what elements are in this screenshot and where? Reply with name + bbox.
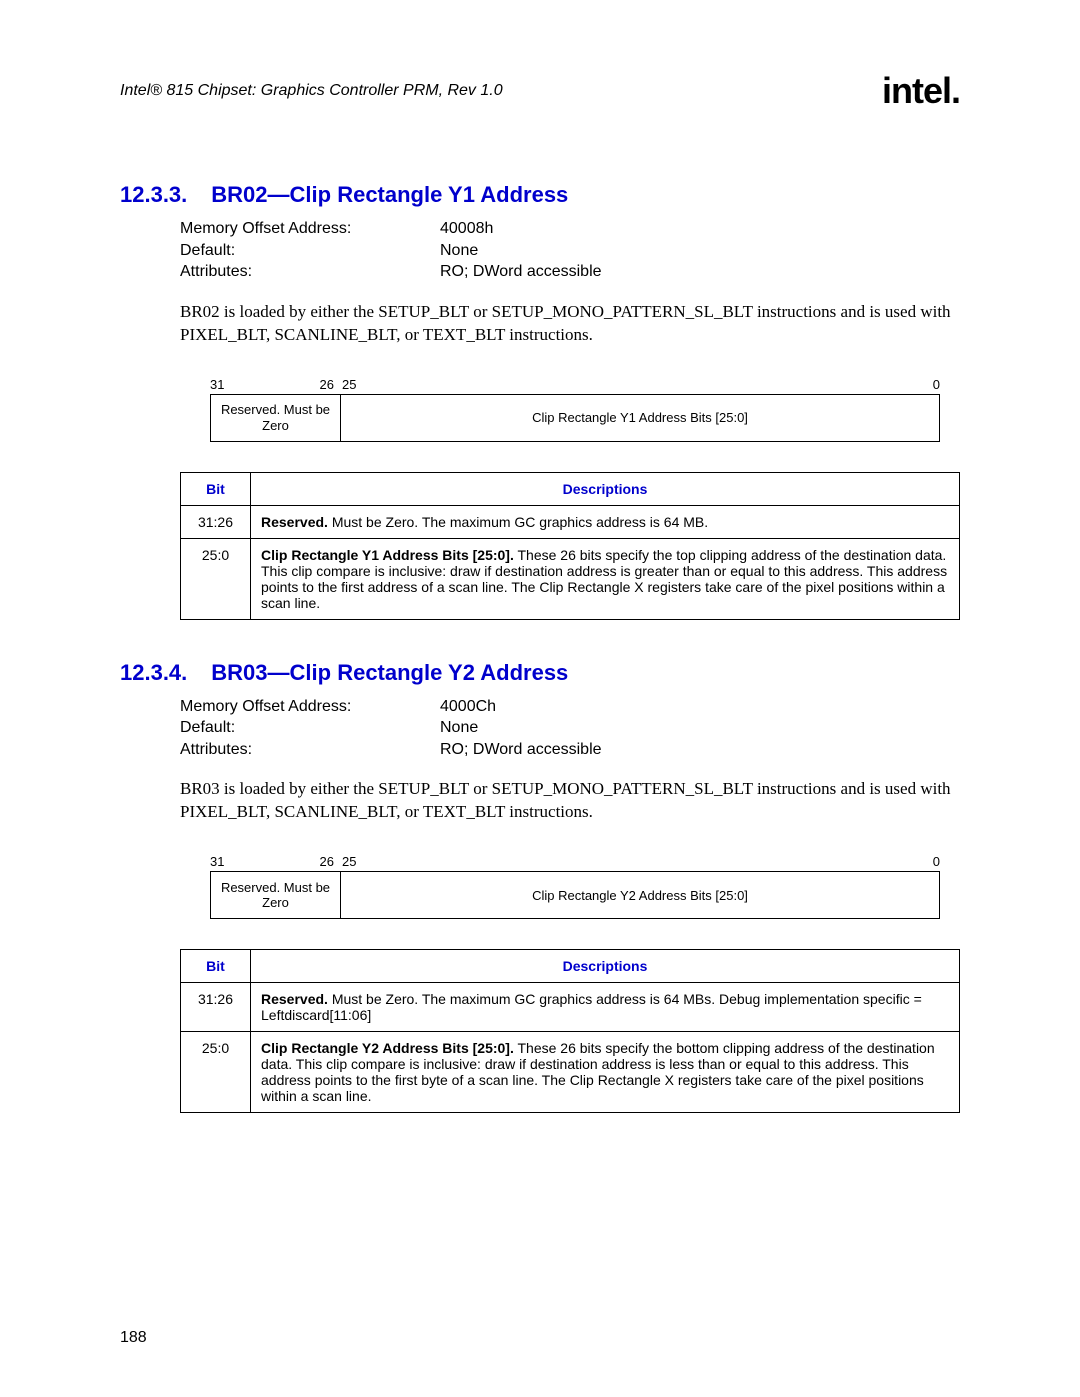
info-value: 40008h <box>440 218 493 240</box>
info-value: RO; DWord accessible <box>440 261 602 283</box>
info-value: RO; DWord accessible <box>440 739 602 761</box>
table-row: 31:26 Reserved. Must be Zero. The maximu… <box>181 505 960 538</box>
info-row: Memory Offset Address: 4000Ch <box>180 696 960 718</box>
table-row: 25:0 Clip Rectangle Y2 Address Bits [25:… <box>181 1032 960 1113</box>
bit-cell: 31:26 <box>181 983 251 1032</box>
table-header-desc: Descriptions <box>251 950 960 983</box>
desc-bold: Reserved. <box>261 991 328 1007</box>
section-br03: 12.3.4. BR03—Clip Rectangle Y2 Address M… <box>120 660 960 1114</box>
section-br02: 12.3.3. BR02—Clip Rectangle Y1 Address M… <box>120 182 960 620</box>
section-paragraph: BR03 is loaded by either the SETUP_BLT o… <box>180 778 960 824</box>
bit-tick: 0 <box>922 377 940 392</box>
bit-tick: 26 <box>310 377 334 392</box>
info-row: Default: None <box>180 240 960 262</box>
table-header-bit: Bit <box>181 472 251 505</box>
bitfield-reserved: Reserved. Must be Zero <box>211 872 341 918</box>
page-number: 188 <box>120 1329 147 1347</box>
bit-tick: 26 <box>310 854 334 869</box>
info-value: None <box>440 717 478 739</box>
desc-cell: Reserved. Must be Zero. The maximum GC g… <box>251 983 960 1032</box>
info-label: Memory Offset Address: <box>180 218 440 240</box>
desc-cell: Reserved. Must be Zero. The maximum GC g… <box>251 505 960 538</box>
bit-cell: 25:0 <box>181 1032 251 1113</box>
bit-tick: 31 <box>210 377 228 392</box>
description-table-br03: Bit Descriptions 31:26 Reserved. Must be… <box>180 949 960 1113</box>
section-heading-br02: 12.3.3. BR02—Clip Rectangle Y1 Address <box>120 182 960 208</box>
table-row: 25:0 Clip Rectangle Y1 Address Bits [25:… <box>181 538 960 619</box>
info-value: None <box>440 240 478 262</box>
bit-tick: 25 <box>334 377 362 392</box>
bitfield-main: Clip Rectangle Y2 Address Bits [25:0] <box>341 872 939 918</box>
section-number: 12.3.3. <box>120 182 187 208</box>
info-row: Attributes: RO; DWord accessible <box>180 261 960 283</box>
info-label: Default: <box>180 240 440 262</box>
info-row: Default: None <box>180 717 960 739</box>
register-info-br02: Memory Offset Address: 40008h Default: N… <box>180 218 960 283</box>
info-value: 4000Ch <box>440 696 496 718</box>
document-title: Intel® 815 Chipset: Graphics Controller … <box>120 82 503 100</box>
intel-logo: intel. <box>882 70 960 112</box>
bitfield-diagram-br02: 31 26 25 0 Reserved. Must be Zero Clip R… <box>210 377 940 442</box>
bitfield-ticks: 31 26 25 0 <box>210 854 940 869</box>
desc-cell: Clip Rectangle Y2 Address Bits [25:0]. T… <box>251 1032 960 1113</box>
section-paragraph: BR02 is loaded by either the SETUP_BLT o… <box>180 301 960 347</box>
info-label: Default: <box>180 717 440 739</box>
bitfield-box: Reserved. Must be Zero Clip Rectangle Y2… <box>210 871 940 919</box>
register-info-br03: Memory Offset Address: 4000Ch Default: N… <box>180 696 960 761</box>
table-header-bit: Bit <box>181 950 251 983</box>
desc-bold: Clip Rectangle Y1 Address Bits [25:0]. <box>261 547 514 563</box>
bit-cell: 25:0 <box>181 538 251 619</box>
table-row: 31:26 Reserved. Must be Zero. The maximu… <box>181 983 960 1032</box>
section-number: 12.3.4. <box>120 660 187 686</box>
desc-bold: Clip Rectangle Y2 Address Bits [25:0]. <box>261 1040 514 1056</box>
section-title: BR02—Clip Rectangle Y1 Address <box>211 182 568 208</box>
desc-text: Must be Zero. The maximum GC graphics ad… <box>261 991 922 1023</box>
page-header: Intel® 815 Chipset: Graphics Controller … <box>120 70 960 112</box>
info-row: Attributes: RO; DWord accessible <box>180 739 960 761</box>
table-header-desc: Descriptions <box>251 472 960 505</box>
description-table-br02: Bit Descriptions 31:26 Reserved. Must be… <box>180 472 960 620</box>
page: Intel® 815 Chipset: Graphics Controller … <box>0 0 1080 1193</box>
info-label: Attributes: <box>180 739 440 761</box>
info-row: Memory Offset Address: 40008h <box>180 218 960 240</box>
section-title: BR03—Clip Rectangle Y2 Address <box>211 660 568 686</box>
desc-text: Must be Zero. The maximum GC graphics ad… <box>328 514 708 530</box>
bit-cell: 31:26 <box>181 505 251 538</box>
desc-bold: Reserved. <box>261 514 328 530</box>
info-label: Memory Offset Address: <box>180 696 440 718</box>
desc-cell: Clip Rectangle Y1 Address Bits [25:0]. T… <box>251 538 960 619</box>
info-label: Attributes: <box>180 261 440 283</box>
bit-tick: 0 <box>922 854 940 869</box>
bit-tick: 25 <box>334 854 362 869</box>
bitfield-reserved: Reserved. Must be Zero <box>211 395 341 441</box>
bitfield-ticks: 31 26 25 0 <box>210 377 940 392</box>
bitfield-box: Reserved. Must be Zero Clip Rectangle Y1… <box>210 394 940 442</box>
bitfield-main: Clip Rectangle Y1 Address Bits [25:0] <box>341 395 939 441</box>
section-heading-br03: 12.3.4. BR03—Clip Rectangle Y2 Address <box>120 660 960 686</box>
bitfield-diagram-br03: 31 26 25 0 Reserved. Must be Zero Clip R… <box>210 854 940 919</box>
bit-tick: 31 <box>210 854 228 869</box>
